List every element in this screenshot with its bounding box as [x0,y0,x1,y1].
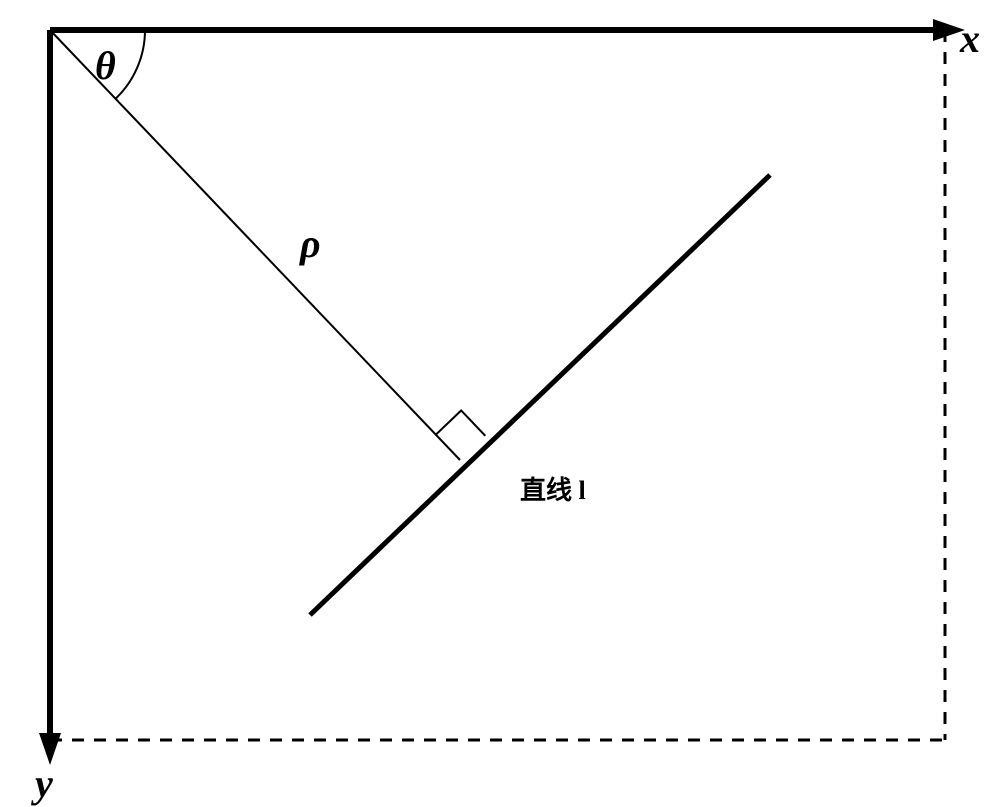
x-axis-label: x [960,15,980,62]
theta-label: θ [95,42,116,89]
line-label-text: 直线 l [520,476,586,505]
rho-label: ρ [300,220,321,267]
y-axis-label: y [35,760,53,807]
diagram-container: x y ρ θ 直线 l [0,0,1000,807]
line-l-label: 直线 l [520,470,586,507]
diagram-svg [0,0,1000,807]
